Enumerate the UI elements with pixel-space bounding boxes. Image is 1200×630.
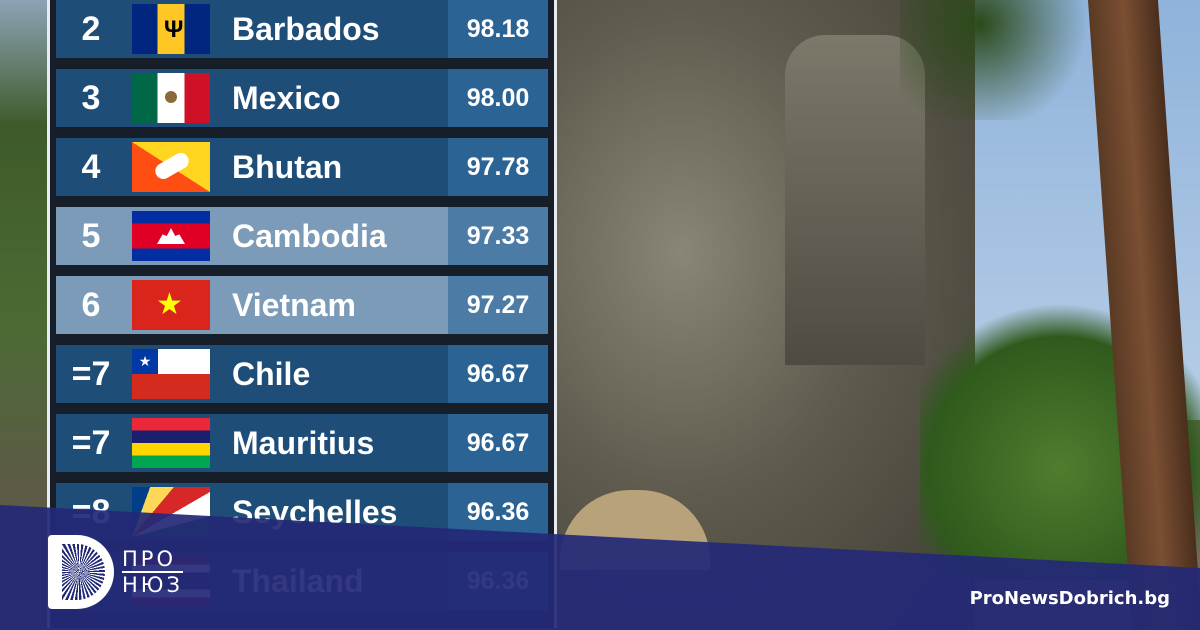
flag-bhutan-icon	[132, 142, 210, 192]
logo-line2: НЮЗ	[122, 573, 183, 597]
leaves	[900, 0, 1100, 120]
table-row: =7 ★ Chile 96.67	[56, 345, 548, 403]
country-name: Chile	[232, 355, 311, 392]
score: 98.00	[448, 69, 548, 127]
flag-vietnam-icon: ★	[132, 280, 210, 330]
country-name: Mexico	[232, 79, 341, 116]
rank: 4	[81, 147, 101, 186]
country-name: Bhutan	[232, 148, 343, 185]
score: 97.78	[448, 138, 548, 196]
country-name: Mauritius	[232, 424, 375, 461]
rank: 5	[81, 216, 101, 255]
flag-chile-icon: ★	[132, 349, 210, 399]
flag-mauritius-icon	[132, 418, 210, 468]
flag-cambodia-icon	[132, 211, 210, 261]
score: 96.67	[448, 345, 548, 403]
table-row: 4 Bhutan 97.78	[56, 138, 548, 196]
table-row: 6 ★ Vietnam 97.27	[56, 276, 548, 334]
logo-mark-icon	[48, 535, 114, 609]
country-name: Cambodia	[232, 217, 387, 254]
score: 97.27	[448, 276, 548, 334]
flag-mexico-icon	[132, 73, 210, 123]
country-name: Barbados	[232, 10, 380, 47]
rank: 6	[81, 285, 101, 324]
pronews-logo: ПРО НЮЗ	[48, 535, 183, 609]
site-name: ProNewsDobrich.bg	[969, 588, 1170, 609]
country-name: Vietnam	[232, 286, 356, 323]
flag-barbados-icon: Ψ	[132, 4, 210, 54]
table-row: 2 Ψ Barbados 98.18	[56, 0, 548, 58]
score: 97.33	[448, 207, 548, 265]
rank: =7	[71, 354, 111, 393]
rank: 3	[81, 78, 101, 117]
table-row: 3 Mexico 98.00	[56, 69, 548, 127]
rank: =7	[71, 423, 111, 462]
table-row: 5 Cambodia 97.33	[56, 207, 548, 265]
score: 98.18	[448, 0, 548, 58]
rank: 2	[81, 9, 101, 48]
score: 96.67	[448, 414, 548, 472]
table-row: =7 Mauritius 96.67	[56, 414, 548, 472]
logo-line1: ПРО	[122, 547, 183, 573]
